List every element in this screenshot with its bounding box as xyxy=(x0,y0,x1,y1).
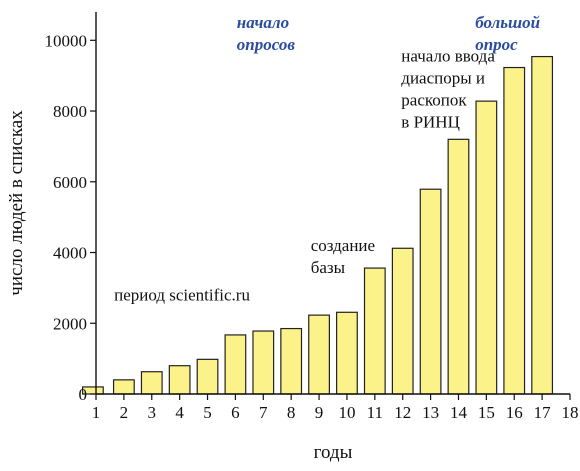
y-ticks-group: 0 2000 4000 6000 8000 10000 xyxy=(45,31,96,404)
bar xyxy=(391,247,414,395)
x-tick-label: 7 xyxy=(259,403,268,422)
y-tick-label: 2000 xyxy=(53,314,87,333)
y-tick-label: 6000 xyxy=(53,173,87,192)
x-tick-label: 10 xyxy=(338,403,355,422)
bar xyxy=(475,100,498,395)
annotation-line: опрос xyxy=(475,35,518,54)
x-tick-label: 11 xyxy=(367,403,383,422)
bar xyxy=(168,365,191,395)
bar xyxy=(447,138,470,395)
bar xyxy=(363,267,386,395)
annotation-line: начало ввода xyxy=(401,47,495,66)
bars-group xyxy=(81,55,554,395)
y-tick-label: 4000 xyxy=(53,244,87,263)
y-tick-label: 8000 xyxy=(53,102,87,121)
annotations-group: период scientific.ru создание базы начало в… xyxy=(114,13,540,304)
annotation-line: создание xyxy=(311,236,375,255)
bar xyxy=(112,379,135,395)
x-axis-title: годы xyxy=(314,442,353,463)
x-tick-label: 18 xyxy=(562,403,579,422)
x-tick-label: 8 xyxy=(287,403,296,422)
x-tick-label: 6 xyxy=(231,403,240,422)
annotation-line: раскопок xyxy=(401,91,467,110)
annotation-rinc: начало ввода диаспоры и раскопок в РИНЦ xyxy=(401,47,495,132)
annotation-line: опросов xyxy=(237,35,296,54)
annotation-creation: создание базы xyxy=(311,236,375,277)
x-tick-label: 3 xyxy=(148,403,157,422)
x-tick-label: 13 xyxy=(422,403,439,422)
y-axis-title: число людей в списках xyxy=(6,110,27,296)
x-tick-label: 16 xyxy=(506,403,523,422)
bar xyxy=(419,188,442,395)
annotation-period: период scientific.ru xyxy=(114,285,250,304)
annotation-line: период scientific.ru xyxy=(114,285,250,304)
bar xyxy=(531,55,554,395)
bar xyxy=(224,334,247,395)
annotation-surveys: начало опросов xyxy=(237,13,296,54)
x-tick-label: 12 xyxy=(394,403,411,422)
x-tick-label: 9 xyxy=(315,403,324,422)
y-tick-label: 10000 xyxy=(45,31,88,50)
annotation-line: базы xyxy=(311,258,346,277)
bar xyxy=(336,311,358,395)
x-tick-label: 5 xyxy=(203,403,212,422)
y-tick-label: 0 xyxy=(79,385,88,404)
x-tick-label: 2 xyxy=(120,403,129,422)
annotation-line: большой xyxy=(475,13,540,32)
bar xyxy=(280,327,303,395)
bar xyxy=(252,330,275,395)
axes-group xyxy=(95,12,570,395)
annotation-line: начало xyxy=(237,13,289,32)
bar xyxy=(308,314,330,395)
bar xyxy=(140,371,163,395)
x-tick-label: 17 xyxy=(534,403,552,422)
x-tick-label: 4 xyxy=(175,403,184,422)
annotation-big-survey: большой опрос xyxy=(475,13,540,54)
x-tick-label: 14 xyxy=(450,403,468,422)
x-tick-label: 15 xyxy=(478,403,495,422)
bar xyxy=(503,66,526,395)
annotation-line: в РИНЦ xyxy=(401,113,460,132)
annotation-line: диаспоры и xyxy=(401,69,485,88)
bar xyxy=(196,358,219,395)
x-tick-label: 1 xyxy=(92,403,101,422)
x-ticks-group: 1 2 3 4 5 6 7 8 9 10 11 12 13 14 15 16 17 18 xyxy=(92,394,579,422)
